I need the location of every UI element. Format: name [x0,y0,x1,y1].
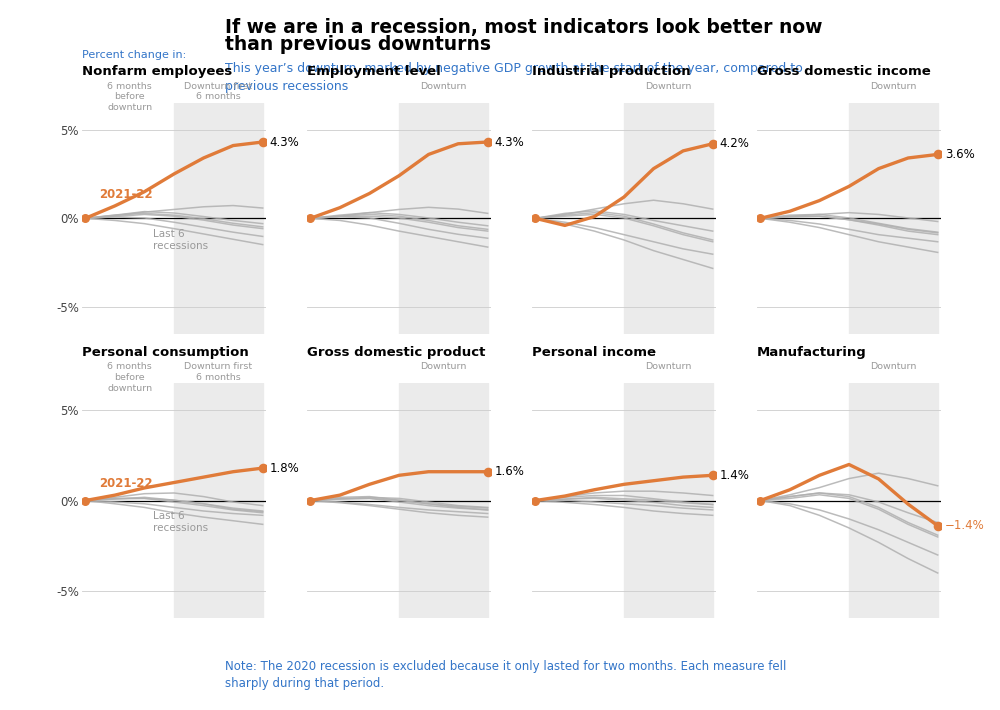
Text: 3.6%: 3.6% [945,148,975,161]
Text: 1.8%: 1.8% [270,462,300,474]
Bar [399,383,488,618]
Point [77,213,93,224]
Point [930,149,946,160]
Bar [624,383,713,618]
Text: Downturn: Downturn [420,362,467,371]
Text: Employment level: Employment level [307,65,440,78]
Point [930,520,946,532]
Bar [174,383,263,618]
Text: 4.3%: 4.3% [270,136,300,148]
Text: 6 months
before
downturn: 6 months before downturn [107,362,152,393]
Text: Downturn: Downturn [870,362,917,371]
Text: −1.4%: −1.4% [945,519,985,532]
Text: Manufacturing: Manufacturing [757,346,866,359]
Text: Downturn: Downturn [645,82,692,91]
Point [480,136,496,148]
Text: Downturn first
6 months: Downturn first 6 months [184,362,252,382]
Bar [849,383,938,618]
Text: Gross domestic product: Gross domestic product [307,346,485,359]
Text: Downturn first
6 months: Downturn first 6 months [184,82,252,102]
Bar [399,103,488,334]
Text: Last 6
recessions: Last 6 recessions [153,229,208,251]
Point [302,495,318,506]
Text: Last 6
recessions: Last 6 recessions [153,511,208,533]
Point [302,213,318,224]
Text: 4.3%: 4.3% [495,136,525,148]
Point [752,213,768,224]
Text: Downturn: Downturn [645,362,692,371]
Text: 1.6%: 1.6% [495,465,525,479]
Bar [174,103,263,334]
Point [705,138,721,150]
Text: Industrial production: Industrial production [532,65,690,78]
Text: 2021-22: 2021-22 [99,188,153,201]
Point [255,136,271,148]
Bar [849,103,938,334]
Text: Gross domestic income: Gross domestic income [757,65,930,78]
Point [77,495,93,506]
Text: Note: The 2020 recession is excluded because it only lasted for two months. Each: Note: The 2020 recession is excluded bec… [225,660,786,690]
Text: 1.4%: 1.4% [720,469,750,482]
Text: Downturn: Downturn [420,82,467,91]
Point [752,495,768,506]
Point [255,462,271,474]
Point [527,495,543,506]
Text: Personal consumption: Personal consumption [82,346,248,359]
Text: Percent change in:: Percent change in: [82,50,186,60]
Bar [624,103,713,334]
Text: Nonfarm employees: Nonfarm employees [82,65,232,78]
Text: This year’s downturn, marked by negative GDP growth at the start of the year, co: This year’s downturn, marked by negative… [225,62,803,93]
Text: If we are in a recession, most indicators look better now: If we are in a recession, most indicator… [225,18,822,37]
Text: 4.2%: 4.2% [720,137,750,151]
Point [705,469,721,481]
Text: Downturn: Downturn [870,82,917,91]
Text: 6 months
before
downturn: 6 months before downturn [107,82,152,112]
Point [527,213,543,224]
Text: 2021-22: 2021-22 [99,477,153,490]
Text: than previous downturns: than previous downturns [225,36,491,55]
Text: Personal income: Personal income [532,346,656,359]
Point [480,466,496,477]
